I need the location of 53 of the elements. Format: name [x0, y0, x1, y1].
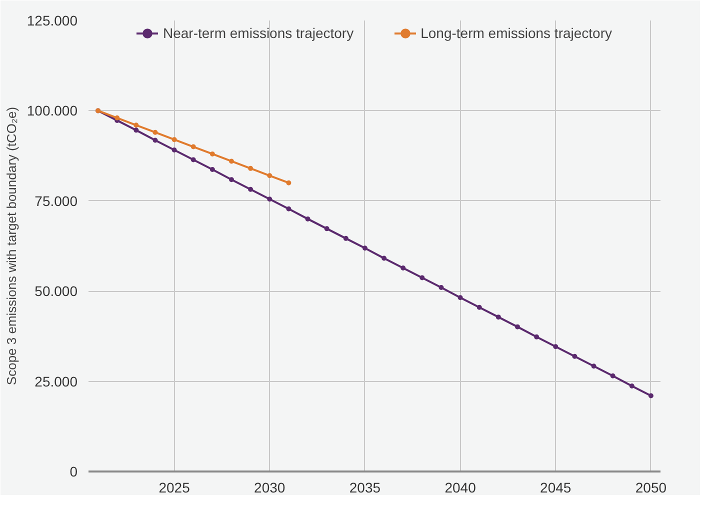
- legend-label: Long-term emissions trajectory: [420, 25, 612, 41]
- x-tick-label: 2025: [158, 480, 190, 496]
- point: [267, 173, 272, 178]
- point: [438, 284, 444, 290]
- point: [190, 157, 196, 162]
- point: [382, 256, 387, 261]
- point: [210, 152, 215, 156]
- point: [114, 115, 120, 120]
- y-axis-title: Scope 3 emissions with target boundary (tCO₂e): [4, 106, 19, 386]
- point: [134, 128, 139, 133]
- point: [172, 137, 177, 142]
- y-tick-label: 0: [70, 464, 78, 480]
- point: [534, 334, 540, 340]
- point: [286, 206, 292, 212]
- point: [591, 364, 596, 369]
- point: [610, 373, 616, 378]
- point: [400, 266, 406, 271]
- point: [152, 130, 158, 135]
- y-tick-label: 100.000: [26, 102, 78, 119]
- point: [515, 324, 520, 330]
- point: [229, 158, 234, 164]
- point: [152, 138, 158, 143]
- point: [248, 186, 254, 192]
- point: [476, 304, 482, 310]
- point: [553, 344, 558, 350]
- point: [496, 314, 501, 320]
- point: [343, 236, 348, 241]
- x-tick-label: 2030: [254, 480, 286, 496]
- point: [572, 354, 578, 359]
- point: [324, 226, 330, 232]
- x-tick-label: 2035: [349, 480, 381, 496]
- x-tick-label: 2045: [540, 480, 572, 496]
- point: [172, 148, 177, 153]
- point: [629, 383, 634, 388]
- point: [458, 295, 463, 300]
- point: [229, 177, 234, 182]
- y-tick-label: 25.000: [34, 373, 78, 390]
- point: [210, 167, 215, 172]
- point: [248, 166, 254, 171]
- x-tick-label: 2040: [444, 480, 476, 496]
- x-tick-label: 2050: [635, 480, 667, 496]
- legend-label: Near-term emissions trajectory: [162, 25, 354, 41]
- y-tick-label: 75.000: [34, 192, 78, 209]
- y-tick-label: 50.000: [34, 283, 78, 300]
- point: [648, 393, 654, 398]
- y-tick-label: 125.000: [26, 12, 78, 28]
- point: [362, 246, 368, 251]
- point: [286, 180, 292, 186]
- point: [267, 196, 272, 202]
- point: [420, 275, 425, 280]
- point: [190, 144, 196, 150]
- point: [305, 216, 310, 222]
- point: [134, 122, 139, 128]
